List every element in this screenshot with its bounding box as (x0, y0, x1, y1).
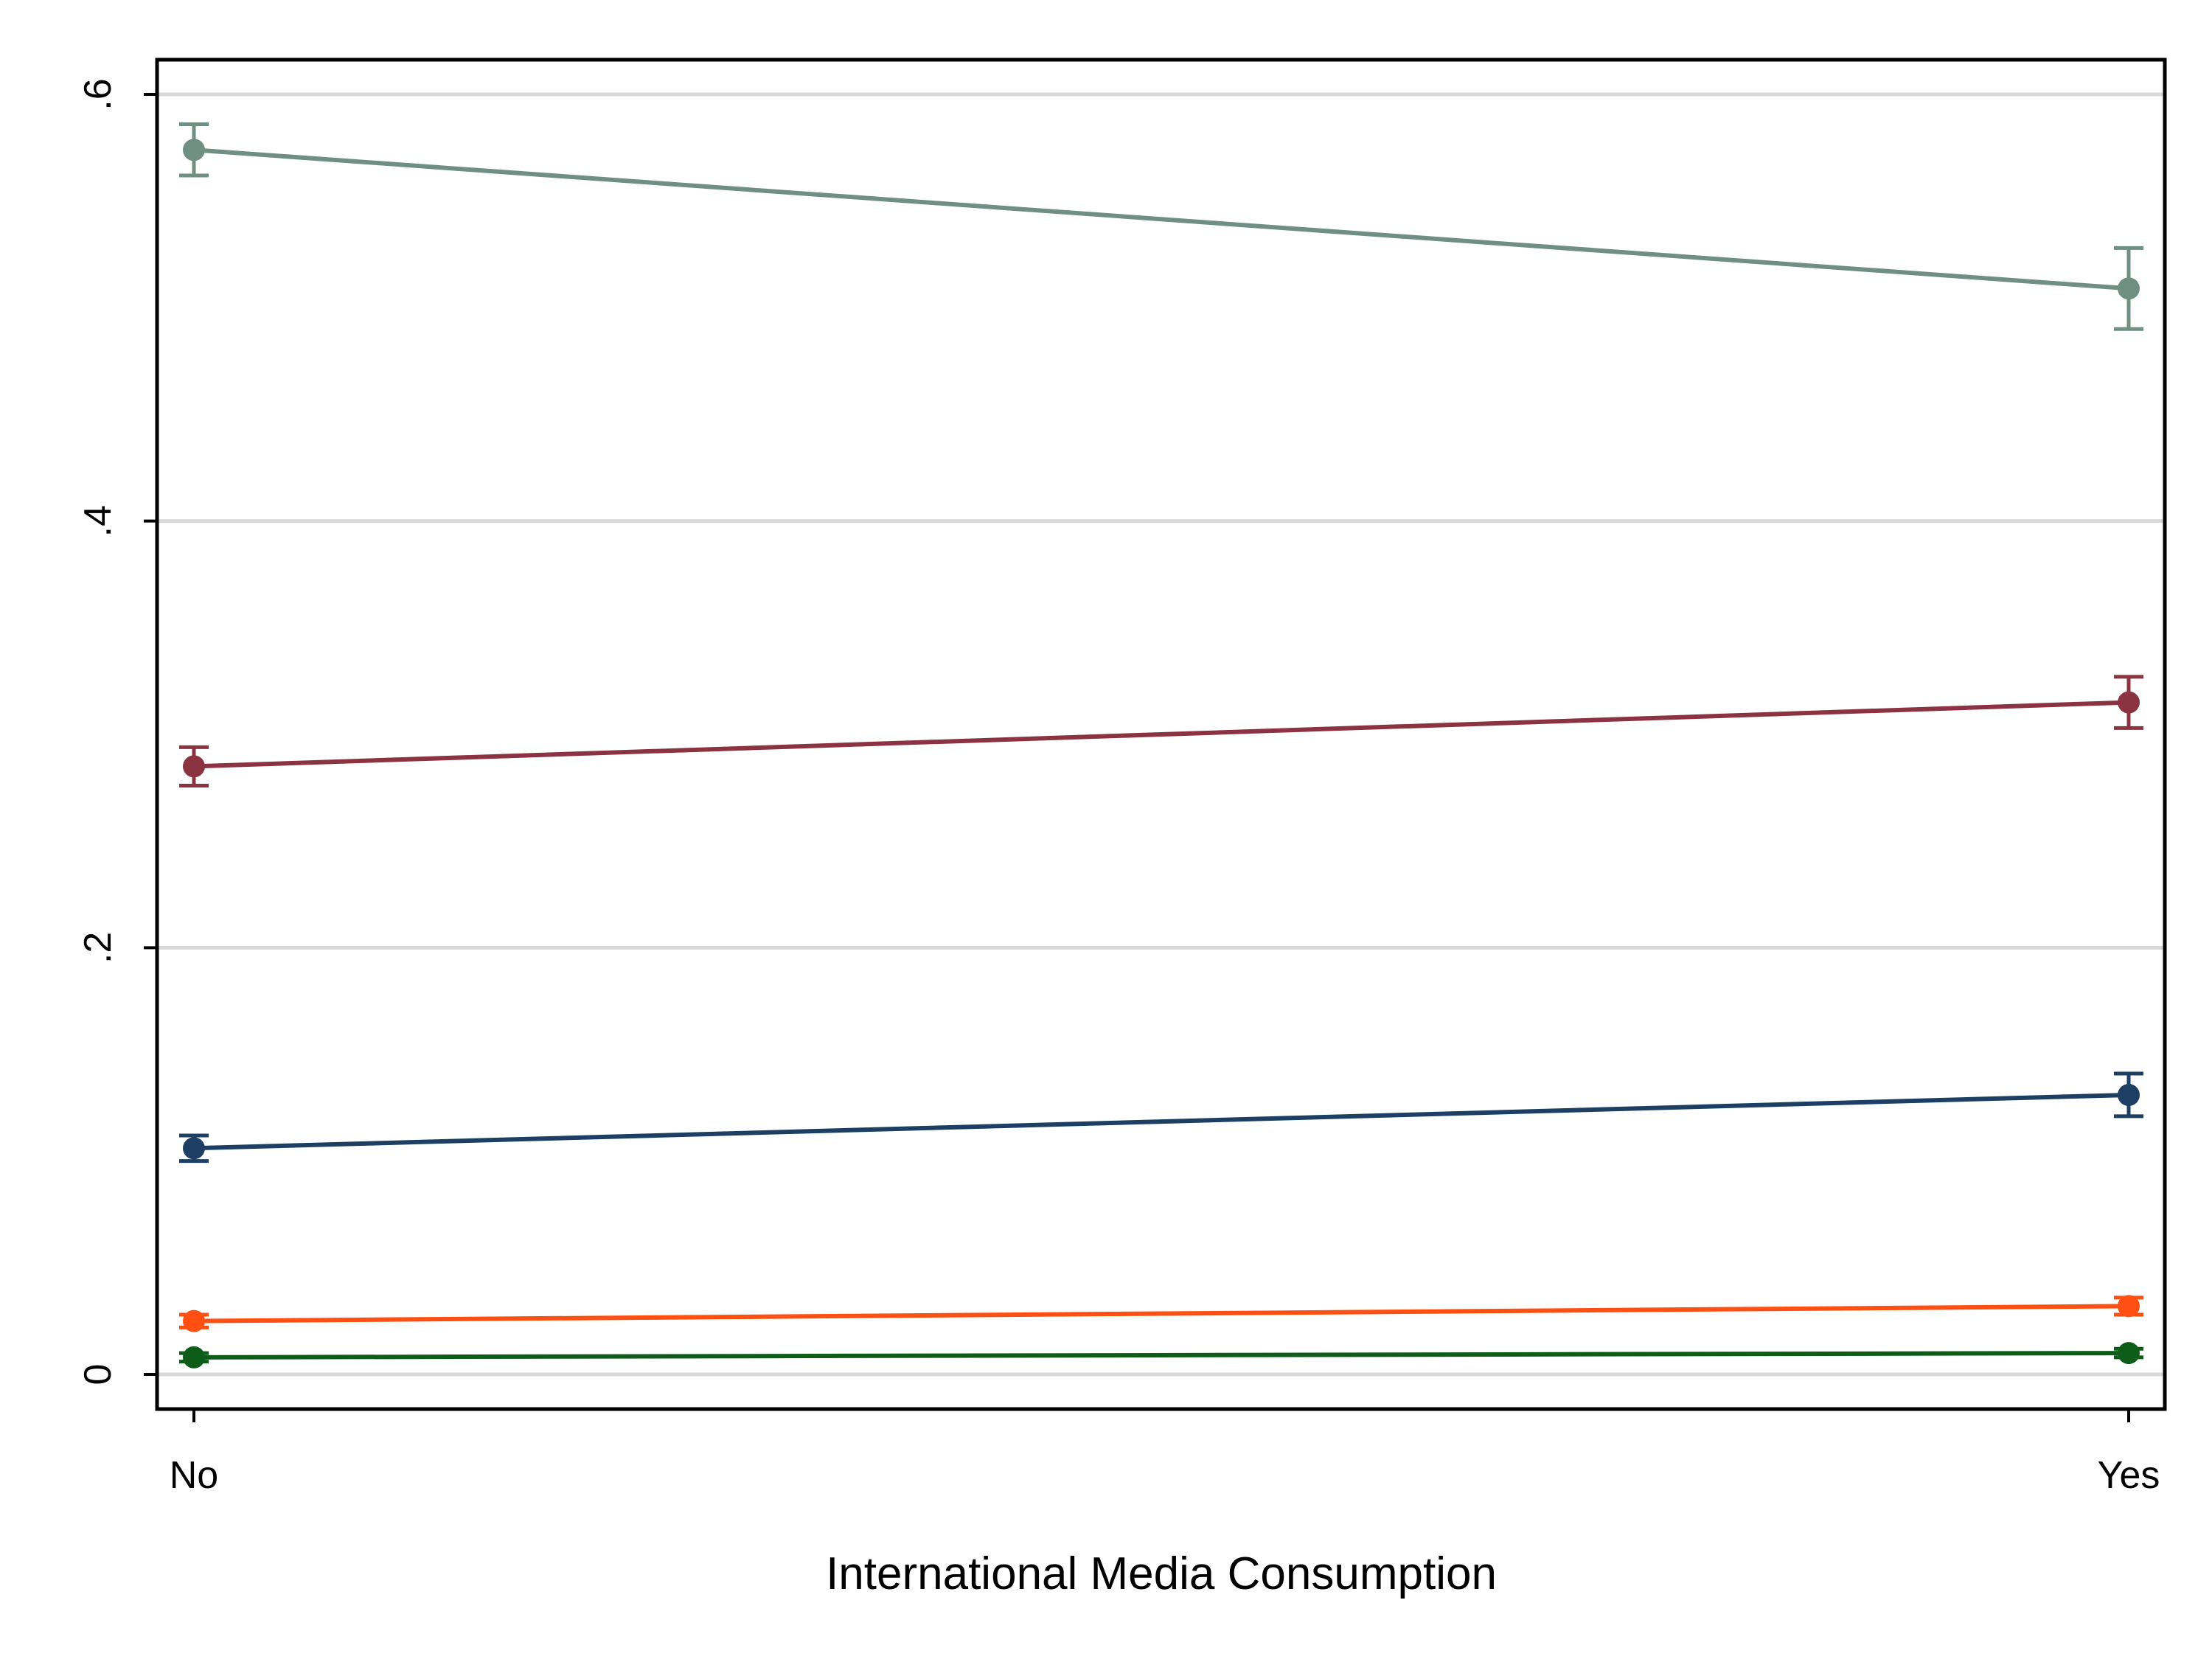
series-line (193, 1092, 2129, 1151)
x-tick-label: No (170, 1454, 218, 1497)
y-tick-label: .6 (77, 78, 119, 110)
series-layer (179, 122, 2143, 1368)
series-5 (179, 1342, 2143, 1368)
axis-ticks: 0 .2 .4 .6 No Yes (77, 78, 2160, 1497)
data-point (2118, 277, 2140, 300)
y-tick-label: 0 (77, 1364, 119, 1385)
data-point (183, 1137, 205, 1160)
y-tick-label: .4 (77, 505, 119, 537)
data-point (183, 755, 205, 778)
data-point (2118, 1083, 2140, 1106)
gridlines (157, 92, 2165, 1377)
x-tick-label: Yes (2098, 1454, 2160, 1497)
data-point (183, 1346, 205, 1368)
series-4 (179, 1295, 2143, 1332)
x-axis-title: International Media Consumption (826, 1548, 1497, 1599)
data-point (2118, 1295, 2140, 1318)
plot-frame (155, 58, 2167, 1411)
data-point (183, 139, 205, 161)
series-3 (179, 1071, 2143, 1164)
data-point (183, 1310, 205, 1332)
series-2 (179, 675, 2143, 787)
series-line (193, 1304, 2129, 1324)
data-point (2118, 691, 2140, 714)
data-point (2118, 1342, 2140, 1365)
series-line (193, 700, 2129, 769)
series-line (193, 1351, 2129, 1360)
series-1 (179, 122, 2143, 331)
series-line (193, 147, 2129, 291)
y-tick-label: .2 (77, 932, 119, 964)
